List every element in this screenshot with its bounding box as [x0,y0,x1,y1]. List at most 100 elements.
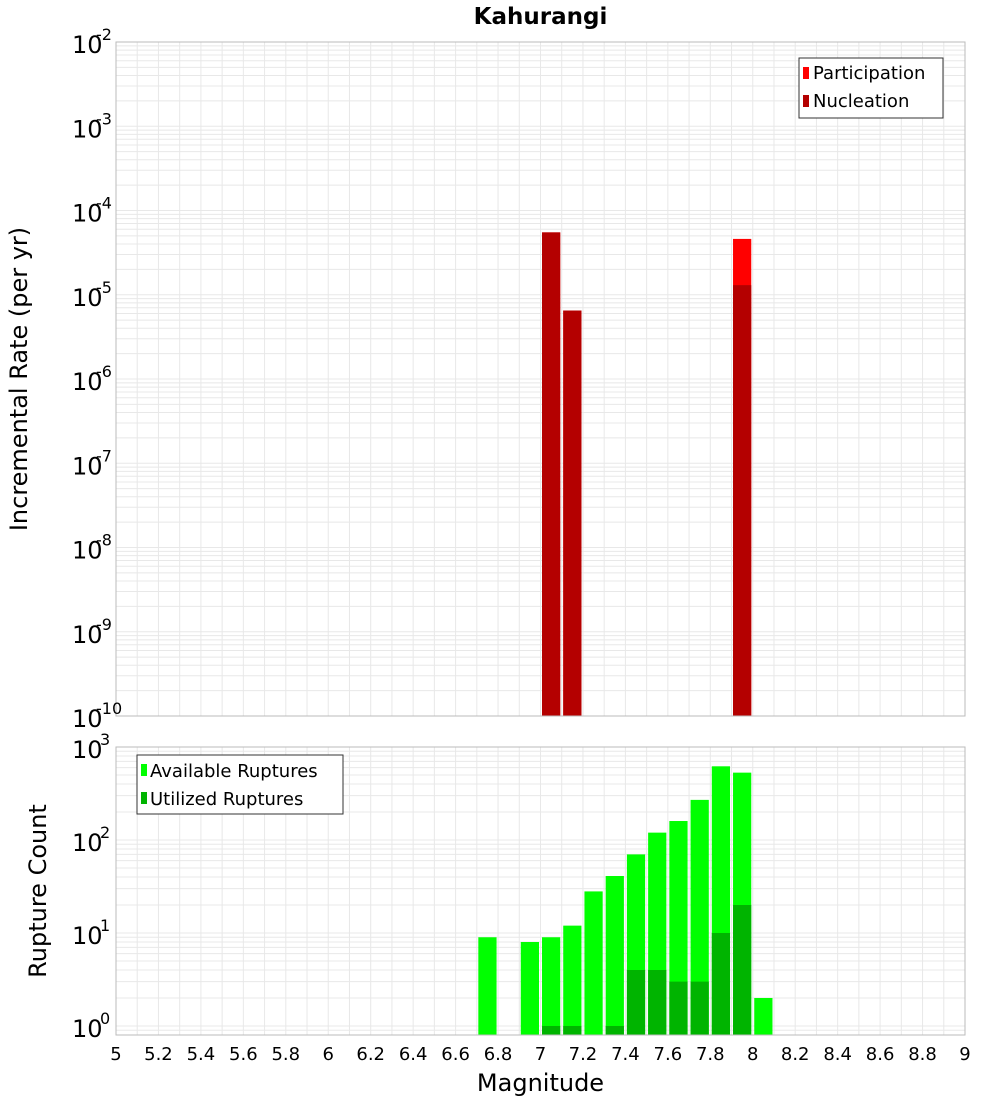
top-legend-box [798,57,944,119]
top-y-axis-label: Incremental Rate (per yr) [5,227,33,531]
top-y-tick-label: 10-4 [72,194,112,228]
available-bar [478,937,497,1035]
x-tick-label: 8.6 [866,1044,895,1065]
bottom-y-tick-label: 100 [72,1009,110,1043]
bottom-y-tick-exponent: 2 [100,823,110,842]
top-y-tick-label: 10-10 [72,699,122,733]
top-y-tick-exponent: -10 [96,699,122,718]
x-tick-label: 5.6 [229,1044,258,1065]
bottom-y-tick-mantissa: 10 [72,736,103,764]
x-tick-label: 7.2 [569,1044,598,1065]
top-legend: Participation Nucleation [798,57,944,119]
bottom-y-tick-mantissa: 10 [72,922,103,950]
top-y-tick-mantissa: 10 [72,537,103,565]
legend-available-swatch [141,764,147,776]
top-y-tick-exponent: -5 [96,278,112,297]
bottom-y-tick-label: 102 [72,823,110,857]
utilized-bar [563,1025,582,1035]
bottom-y-tick-exponent: 3 [100,730,110,749]
available-bar [669,821,688,1035]
top-y-tick-mantissa: 10 [72,368,103,396]
nucleation-bar [733,285,752,716]
x-tick-label: 5.2 [144,1044,173,1065]
bottom-y-tick-mantissa: 10 [72,1015,103,1043]
top-plot-border [115,41,966,717]
legend-available-label: Available Ruptures [150,761,318,782]
x-tick-label: 8 [747,1044,758,1065]
utilized-bar [542,1025,561,1035]
x-tick-label: 8.4 [823,1044,852,1065]
bottom-y-tick-label: 103 [72,730,110,764]
x-tick-label: 8.8 [908,1044,937,1065]
x-tick-label: 5.8 [271,1044,300,1065]
top-y-tick-exponent: -3 [96,109,112,128]
top-panel: 10-1010-910-810-710-610-510-410-310-2Inc… [5,25,966,733]
utilized-bar [690,981,709,1035]
x-tick-label: 7.8 [696,1044,725,1065]
legend-utilized-label: Utilized Ruptures [150,789,303,810]
legend-nucleation-swatch [803,95,809,107]
x-tick-label: 9 [959,1044,970,1065]
utilized-bar [605,1025,624,1035]
top-y-tick-exponent: -7 [96,446,112,465]
available-bar [542,937,561,1035]
nucleation-bar [542,232,561,716]
top-y-tick-mantissa: 10 [72,452,103,480]
utilized-bar [711,932,731,1035]
top-y-tick-mantissa: 10 [72,284,103,312]
top-y-tick-label: 10-9 [72,615,112,649]
x-tick-label: 7.4 [611,1044,640,1065]
utilized-bar [626,969,646,1035]
bottom-y-tick-exponent: 0 [100,1009,110,1028]
available-bar [563,925,582,1035]
bottom-y-tick-label: 101 [72,916,110,950]
available-bar [754,997,773,1035]
x-axis-label: Magnitude [477,1069,604,1097]
available-bar [520,942,539,1035]
bottom-legend: Available Ruptures Utilized Ruptures [136,754,344,815]
available-bar [605,876,624,1035]
utilized-bar [669,981,688,1035]
top-y-tick-label: 10-6 [72,362,112,396]
x-tick-label: 6 [323,1044,334,1065]
x-tick-label: 8.2 [781,1044,810,1065]
utilized-bar [733,904,752,1035]
bottom-plot-border [115,746,966,1036]
top-y-tick-label: 10-5 [72,278,112,312]
x-tick-label: 6.4 [399,1044,428,1065]
x-tick-label: 6.8 [484,1044,513,1065]
top-y-tick-mantissa: 10 [72,705,103,733]
top-y-tick-exponent: -6 [96,362,112,381]
top-y-tick-mantissa: 10 [72,621,103,649]
x-tick-label: 6.2 [356,1044,385,1065]
bottom-y-tick-mantissa: 10 [72,829,103,857]
top-y-tick-mantissa: 10 [72,115,103,143]
top-y-tick-exponent: -8 [96,531,112,550]
bottom-legend-box [136,754,344,815]
top-y-tick-mantissa: 10 [72,200,103,228]
x-tick-label: 7.6 [654,1044,683,1065]
x-tick-label: 5.4 [187,1044,216,1065]
top-y-tick-mantissa: 10 [72,31,103,59]
x-axis: 5 5.2 5.4 5.6 5.8 6 6.2 6.4 6.6 6.8 7 7.2 7.4 7.6 7.8 8… [110,1044,970,1097]
chart-title: Kahurangi [474,4,608,30]
x-tick-label: 5 [110,1044,121,1065]
legend-nucleation-label: Nucleation [813,91,909,112]
legend-participation-label: Participation [813,63,925,84]
utilized-bar [648,969,667,1035]
bottom-y-axis-label: Rupture Count [24,804,52,978]
top-y-tick-exponent: -2 [96,25,112,44]
legend-participation-swatch [803,67,809,79]
top-y-tick-label: 10-2 [72,25,112,59]
available-bar [690,799,709,1035]
x-tick-label: 6.6 [441,1044,470,1065]
top-y-tick-label: 10-8 [72,531,112,565]
x-tick-label: 7 [535,1044,546,1065]
top-y-tick-exponent: -9 [96,615,112,634]
top-y-tick-exponent: -4 [96,194,112,213]
legend-utilized-swatch [141,792,147,804]
nucleation-bar [563,310,582,716]
